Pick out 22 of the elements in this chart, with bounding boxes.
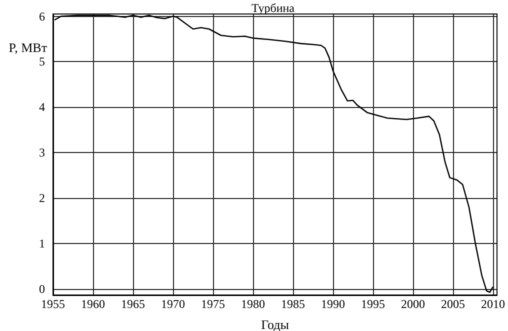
y-tick-label: 0 — [39, 282, 45, 296]
y-tick-label: 6 — [39, 9, 45, 24]
y-tick-label: 4 — [39, 100, 45, 114]
chart-title: Турбина — [251, 1, 296, 15]
x-tick-label: 1970 — [161, 297, 185, 311]
y-axis-title: P, МВт — [8, 40, 48, 55]
x-tick-label: 1990 — [321, 297, 345, 311]
x-tick-label: 1965 — [121, 297, 145, 311]
y-tick-label: 1 — [39, 236, 45, 251]
y-tick-label: 2 — [39, 191, 45, 206]
x-tick-label: 1955 — [41, 297, 65, 311]
x-tick-label: 1980 — [241, 297, 265, 311]
x-tick-label: 1985 — [281, 297, 305, 311]
x-tick-label: 2010 — [481, 297, 505, 311]
line-series — [54, 14, 494, 293]
x-tick-label: 1975 — [201, 297, 225, 311]
x-tick-label: 1995 — [361, 297, 385, 311]
y-tick-label: 5 — [39, 54, 45, 69]
x-tick-label: 2000 — [401, 297, 425, 311]
x-tick-label: 1960 — [81, 297, 105, 311]
y-tick-label: 3 — [39, 146, 45, 160]
x-tick-label: 2005 — [441, 297, 465, 311]
